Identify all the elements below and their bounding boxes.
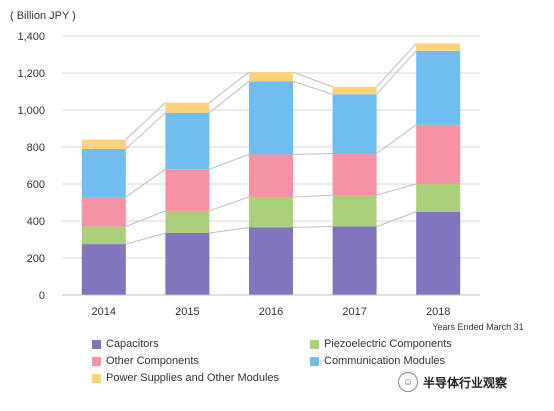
legend-item: Capacitors: [92, 338, 159, 350]
bar-segment: [81, 139, 126, 149]
bar-segment: [165, 233, 210, 295]
legend-label: Power Supplies and Other Modules: [106, 372, 280, 384]
bar-segment: [81, 244, 126, 295]
connector-line: [125, 112, 166, 150]
bar-segment: [249, 72, 293, 82]
connector-line: [125, 168, 166, 198]
connector-line: [125, 232, 166, 245]
bar-segment: [165, 210, 210, 234]
bar-segment: [81, 196, 126, 227]
bar-segment: [165, 112, 210, 170]
watermark: ☺ 半导体行业观察: [398, 372, 507, 392]
x-tick-label: 2015: [175, 306, 199, 318]
x-axis-label: Years Ended March 31: [432, 322, 523, 332]
y-tick-label: 800: [27, 142, 45, 154]
bar-segment: [416, 184, 461, 212]
bar-segment: [332, 94, 377, 154]
x-tick-label: 2017: [342, 306, 366, 318]
bar-segment: [416, 211, 461, 295]
legend-item: Communication Modules: [310, 355, 445, 367]
x-tick-label: 2014: [92, 306, 116, 318]
connector-line: [376, 211, 417, 228]
y-tick-label: 200: [27, 253, 45, 265]
watermark-text: 半导体行业观察: [423, 375, 508, 390]
connector-line: [292, 226, 333, 228]
bar-segment: [249, 154, 293, 197]
bar-segment: [165, 169, 210, 211]
connector-line: [376, 43, 417, 88]
connector-line: [292, 194, 333, 198]
bar-segment: [81, 226, 126, 245]
legend-item: Other Components: [92, 355, 199, 367]
connector-line: [292, 152, 333, 155]
connector-line: [125, 210, 166, 228]
y-axis-ticks: 0 200 400 600 800 1,000 1,200 1,400: [17, 31, 45, 302]
y-axis-label: ( Billion JPY ): [10, 10, 76, 22]
connector-lines: [125, 43, 417, 245]
connector-line: [376, 183, 417, 196]
legend-label: Capacitors: [106, 338, 159, 350]
bar-segment: [249, 81, 293, 155]
x-axis-ticks: 2014 2015 2016 2017 2018: [92, 306, 451, 318]
legend-label: Piezoelectric Components: [324, 338, 452, 350]
connector-line: [209, 80, 250, 114]
bar-segment: [81, 148, 126, 197]
connector-line: [125, 102, 166, 140]
bar-segment: [332, 226, 377, 295]
legend-swatch: [92, 356, 101, 366]
connector-line: [376, 50, 417, 95]
bar-segment: [165, 102, 210, 113]
connector-line: [209, 196, 250, 212]
legend-swatch: [310, 339, 319, 349]
x-tick-label: 2018: [426, 306, 450, 318]
legend-label: Other Components: [106, 355, 199, 367]
bar-segment: [332, 153, 377, 196]
legend-item: Power Supplies and Other Modules: [92, 372, 279, 384]
x-tick-label: 2016: [259, 306, 283, 318]
y-tick-label: 1,400: [17, 31, 45, 43]
legend-item: Piezoelectric Components: [310, 338, 452, 350]
connector-line: [209, 153, 250, 170]
legend-label: Communication Modules: [324, 355, 446, 367]
y-tick-label: 600: [27, 179, 45, 191]
legend-swatch: [92, 339, 101, 349]
legend-swatch: [92, 373, 101, 383]
connector-line: [209, 71, 250, 103]
wechat-icon: ☺: [398, 372, 418, 392]
legend-swatch: [310, 356, 319, 366]
y-tick-label: 1,200: [17, 68, 45, 80]
connector-line: [292, 80, 333, 95]
bars: [81, 43, 461, 295]
bar-segment: [416, 124, 461, 184]
y-tick-label: 0: [39, 290, 45, 302]
y-tick-label: 1,000: [17, 105, 45, 117]
connector-line: [376, 124, 417, 154]
y-tick-label: 400: [27, 216, 45, 228]
bar-segment: [416, 50, 461, 125]
bar-segment: [332, 195, 377, 227]
bar-segment: [416, 43, 461, 51]
bar-segment: [249, 196, 293, 228]
connector-line: [292, 71, 333, 88]
connector-line: [209, 226, 250, 234]
bar-segment: [249, 227, 293, 295]
bar-segment: [332, 86, 377, 95]
